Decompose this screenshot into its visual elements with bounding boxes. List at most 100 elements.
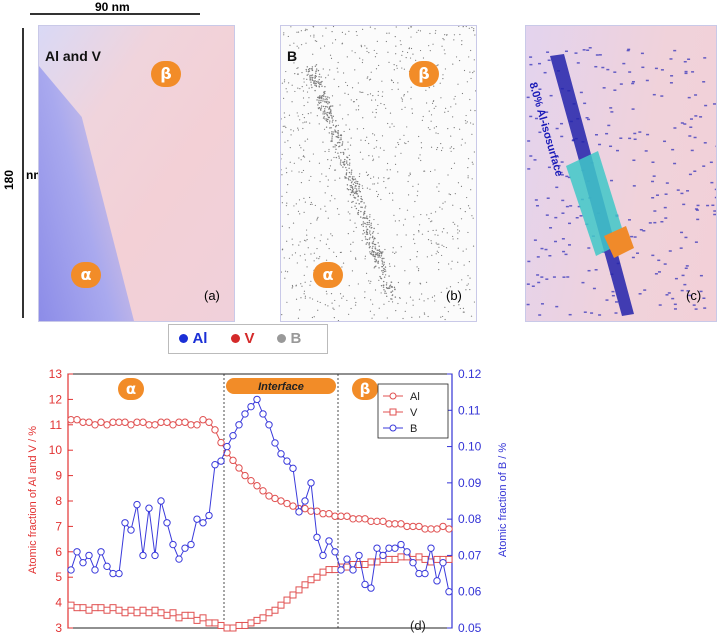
data-point-v xyxy=(67,601,75,609)
panel-b: B β α (b) xyxy=(280,25,477,322)
b-dot-icon xyxy=(277,334,286,343)
width-scale-label: 90 nm xyxy=(95,0,130,14)
data-point-b xyxy=(445,588,453,596)
series-line-b xyxy=(70,398,450,592)
y-axis-left-label: Atomic fraction of Al and V / % xyxy=(27,426,39,574)
data-point-v xyxy=(187,611,195,619)
data-point-b xyxy=(133,500,141,509)
data-point-b xyxy=(235,421,243,429)
data-point-al xyxy=(253,482,261,490)
data-point-v xyxy=(139,606,147,614)
data-point-v xyxy=(103,606,111,614)
data-point-b xyxy=(85,551,93,560)
data-point-al xyxy=(211,426,219,434)
data-point-b xyxy=(109,569,117,578)
data-point-b xyxy=(331,548,339,556)
data-point-v xyxy=(397,553,405,561)
data-point-b xyxy=(373,544,381,552)
right-tick-label: 0.05 xyxy=(458,621,482,634)
data-point-v xyxy=(193,616,201,624)
data-point-b xyxy=(199,519,207,527)
data-point-al xyxy=(289,502,297,510)
data-point-b xyxy=(163,519,171,527)
data-point-al xyxy=(139,418,147,426)
legend-label: B xyxy=(290,330,302,347)
data-point-b xyxy=(361,580,369,589)
alpha-badge: α xyxy=(313,262,343,288)
data-point-v xyxy=(391,555,399,563)
panel-title: B xyxy=(287,48,298,64)
element-legend: Al V B xyxy=(168,324,328,354)
data-point-b xyxy=(175,555,183,563)
data-point-b xyxy=(103,562,111,571)
left-tick-label: 7 xyxy=(55,519,62,533)
data-point-b xyxy=(127,526,135,534)
panel-label: (a) xyxy=(204,288,220,303)
data-point-al xyxy=(403,522,411,531)
left-tick-label: 3 xyxy=(55,621,62,634)
data-point-al xyxy=(433,525,441,533)
data-point-al xyxy=(73,416,81,424)
data-point-b xyxy=(379,551,387,560)
data-point-v xyxy=(175,614,183,622)
data-point-v xyxy=(361,561,369,568)
data-point-v xyxy=(151,606,159,614)
data-point-v xyxy=(415,553,423,561)
data-point-b xyxy=(433,577,441,585)
legend-entry-b: B xyxy=(410,423,417,435)
data-point-v xyxy=(433,555,441,563)
alpha-label: α xyxy=(126,380,136,398)
data-point-v xyxy=(283,596,291,604)
data-point-al xyxy=(307,507,315,515)
data-point-al xyxy=(277,497,285,505)
data-point-b xyxy=(391,544,399,552)
data-point-al xyxy=(427,525,435,533)
data-point-v xyxy=(223,624,231,632)
data-point-b xyxy=(187,540,195,549)
left-tick-label: 5 xyxy=(55,570,62,584)
legend-marker xyxy=(389,392,397,400)
left-tick-label: 6 xyxy=(55,545,62,559)
data-point-b xyxy=(67,566,75,574)
beta-badge: β xyxy=(409,61,439,87)
data-point-b xyxy=(409,558,417,567)
data-point-v xyxy=(325,566,333,574)
data-point-al xyxy=(319,510,327,518)
data-point-al xyxy=(421,525,429,533)
data-point-al xyxy=(271,494,279,503)
data-point-al xyxy=(157,418,165,426)
height-scale-label: 180 xyxy=(2,169,16,190)
data-point-v xyxy=(241,621,249,629)
right-tick-label: 0.07 xyxy=(458,548,482,562)
data-point-v xyxy=(307,576,315,584)
beta-badge xyxy=(352,378,378,400)
right-tick-label: 0.08 xyxy=(458,512,482,526)
data-point-v xyxy=(169,609,177,617)
right-tick-label: 0.06 xyxy=(458,585,482,599)
data-point-b xyxy=(421,569,429,578)
right-tick-label: 0.11 xyxy=(458,403,481,417)
data-point-b xyxy=(385,544,393,552)
data-point-b xyxy=(415,569,423,578)
data-point-b xyxy=(259,410,267,418)
data-point-v xyxy=(79,604,87,612)
data-point-v xyxy=(97,604,105,612)
data-point-al xyxy=(163,418,171,426)
v-dot-icon xyxy=(231,334,240,343)
data-point-b xyxy=(193,515,201,523)
data-point-al xyxy=(445,525,453,533)
width-scale-arrow xyxy=(30,13,200,15)
data-point-v xyxy=(217,621,225,629)
left-tick-label: 4 xyxy=(55,596,62,610)
data-point-b xyxy=(307,479,315,487)
interface-badge xyxy=(226,378,336,394)
data-point-b xyxy=(223,442,231,451)
data-point-al xyxy=(331,512,339,520)
data-point-al xyxy=(379,517,387,526)
data-point-al xyxy=(367,517,375,526)
legend-entry-v: V xyxy=(410,407,418,419)
data-point-b xyxy=(367,584,375,592)
data-point-b xyxy=(205,511,213,520)
data-point-b xyxy=(79,558,87,567)
data-point-b xyxy=(271,439,279,447)
